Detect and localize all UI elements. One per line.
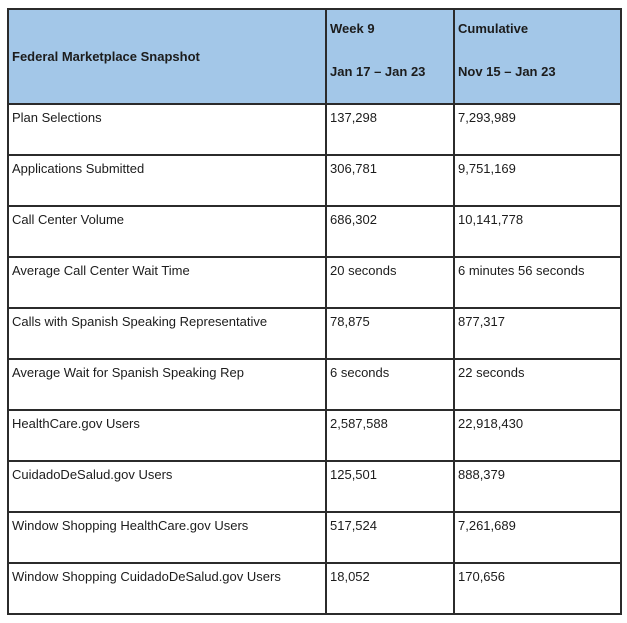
week9-value: 6 seconds [325, 358, 455, 411]
row-label: Average Call Center Wait Time [7, 256, 327, 309]
row-label: Calls with Spanish Speaking Representati… [7, 307, 327, 360]
cumulative-value: 9,751,169 [453, 154, 622, 207]
week9-value: 125,501 [325, 460, 455, 513]
table-title: Federal Marketplace Snapshot [7, 8, 327, 105]
row-label: Window Shopping HealthCare.gov Users [7, 511, 327, 564]
federal-marketplace-snapshot: Federal Marketplace Snapshot Week 9 Jan … [7, 8, 622, 615]
cumulative-value: 22,918,430 [453, 409, 622, 462]
row-label: CuidadoDeSalud.gov Users [7, 460, 327, 513]
table-row: Average Wait for Spanish Speaking Rep 6 s… [7, 358, 622, 411]
row-label: Applications Submitted [7, 154, 327, 207]
cumulative-value: 877,317 [453, 307, 622, 360]
cumulative-value: 888,379 [453, 460, 622, 513]
column-header-cumulative: Cumulative Nov 15 – Jan 23 [453, 8, 622, 105]
table-row: HealthCare.gov Users 2,587,588 22,918,430 [7, 409, 622, 462]
week9-label: Week 9 [330, 21, 375, 36]
row-label: HealthCare.gov Users [7, 409, 327, 462]
week9-value: 18,052 [325, 562, 455, 615]
week9-value: 2,587,588 [325, 409, 455, 462]
table-row: Plan Selections 137,298 7,293,989 [7, 103, 622, 156]
week9-value: 686,302 [325, 205, 455, 258]
header-row: Federal Marketplace Snapshot Week 9 Jan … [7, 8, 622, 105]
cumulative-value: 6 minutes 56 seconds [453, 256, 622, 309]
cumulative-date-range: Nov 15 – Jan 23 [458, 64, 556, 79]
row-label: Average Wait for Spanish Speaking Rep [7, 358, 327, 411]
row-label: Call Center Volume [7, 205, 327, 258]
cumulative-value: 22 seconds [453, 358, 622, 411]
table-row: CuidadoDeSalud.gov Users 125,501 888,379 [7, 460, 622, 513]
cumulative-value: 10,141,778 [453, 205, 622, 258]
row-label: Window Shopping CuidadoDeSalud.gov Users [7, 562, 327, 615]
row-label: Plan Selections [7, 103, 327, 156]
week9-value: 137,298 [325, 103, 455, 156]
cumulative-label: Cumulative [458, 21, 529, 36]
table-row: Window Shopping CuidadoDeSalud.gov Users… [7, 562, 622, 615]
cumulative-value: 7,261,689 [453, 511, 622, 564]
week9-value: 517,524 [325, 511, 455, 564]
cumulative-value: 7,293,989 [453, 103, 622, 156]
week9-value: 20 seconds [325, 256, 455, 309]
week9-date-range: Jan 17 – Jan 23 [330, 64, 426, 79]
week9-value: 78,875 [325, 307, 455, 360]
table-row: Window Shopping HealthCare.gov Users 517,… [7, 511, 622, 564]
table-row: Calls with Spanish Speaking Representati… [7, 307, 622, 360]
column-header-week9: Week 9 Jan 17 – Jan 23 [325, 8, 455, 105]
week9-value: 306,781 [325, 154, 455, 207]
table-row: Call Center Volume 686,302 10,141,778 [7, 205, 622, 258]
federal-marketplace-table: Federal Marketplace Snapshot Week 9 Jan … [7, 8, 622, 615]
cumulative-value: 170,656 [453, 562, 622, 615]
table-row: Applications Submitted 306,781 9,751,169 [7, 154, 622, 207]
table-row: Average Call Center Wait Time 20 seconds 6… [7, 256, 622, 309]
